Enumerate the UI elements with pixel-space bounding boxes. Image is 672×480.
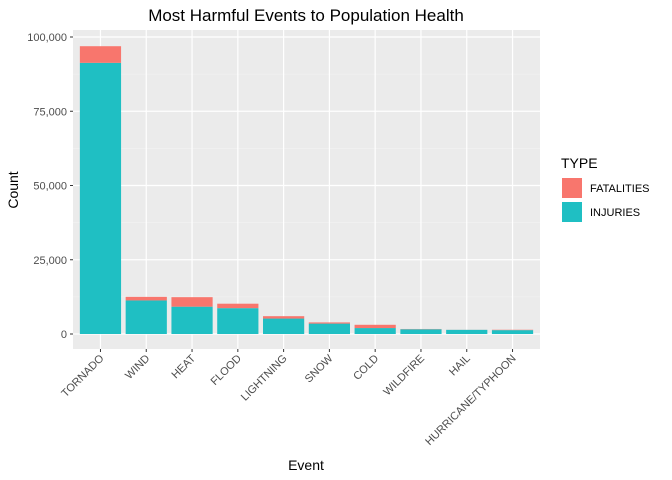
legend-label-injuries: INJURIES: [590, 207, 640, 219]
y-tick-label: 50,000: [33, 181, 67, 193]
bar-fatalities-cold: [354, 324, 396, 329]
x-tick-label: WIND: [123, 353, 152, 382]
bar-injuries-hail: [446, 329, 488, 334]
bar-fatalities-wind: [125, 296, 167, 301]
x-tick-label: SNOW: [303, 352, 336, 385]
bar-injuries-lightning: [263, 318, 305, 334]
legend-label-fatalities: FATALITIES: [590, 183, 650, 195]
y-axis-title: Count: [5, 171, 21, 208]
bar-injuries-wind: [125, 300, 167, 334]
y-tick-label: 25,000: [33, 255, 67, 267]
y-tick-label: 100,000: [27, 32, 67, 44]
bar-injuries-tornado: [79, 62, 122, 335]
chart-title: Most Harmful Events to Population Health: [148, 6, 464, 25]
legend-key-fatalities: [562, 178, 582, 198]
x-tick-label: HEAT: [170, 352, 199, 381]
bar-injuries-cold: [354, 328, 396, 334]
x-tick-label: COLD: [351, 353, 381, 383]
bar-fatalities-lightning: [263, 316, 305, 319]
bar-injuries-flood: [217, 308, 259, 334]
y-axis: 0 25,000 50,000 75,000 100,000: [27, 32, 73, 341]
bar-fatalities-tornado: [79, 46, 122, 63]
bar-fatalities-heat: [171, 297, 213, 307]
plot-panel: [73, 30, 540, 349]
legend-title: TYPE: [561, 155, 598, 171]
bar-fatalities-flood: [217, 303, 259, 309]
x-axis-title: Event: [288, 457, 324, 473]
x-tick-label: LIGHTNING: [239, 353, 290, 404]
y-tick-label: 75,000: [33, 106, 67, 118]
bar-injuries-wildfire: [400, 329, 442, 334]
bars: [79, 46, 534, 335]
legend-key-injuries: [562, 202, 582, 222]
bar-injuries-hurricane-typhoon: [491, 330, 534, 334]
bar-injuries-snow: [308, 323, 350, 334]
bar-fatalities-snow: [308, 322, 350, 324]
x-tick-label: WILDFIRE: [381, 353, 427, 399]
x-tick-label: FLOOD: [209, 353, 244, 388]
legend: TYPE FATALITIES INJURIES: [561, 155, 650, 222]
x-tick-label: HAIL: [447, 353, 473, 379]
x-tick-label: HURRICANE/TYPHOON: [423, 353, 518, 448]
y-tick-label: 0: [61, 329, 67, 341]
bar-injuries-heat: [171, 306, 213, 334]
x-tick-label: TORNADO: [59, 352, 107, 400]
